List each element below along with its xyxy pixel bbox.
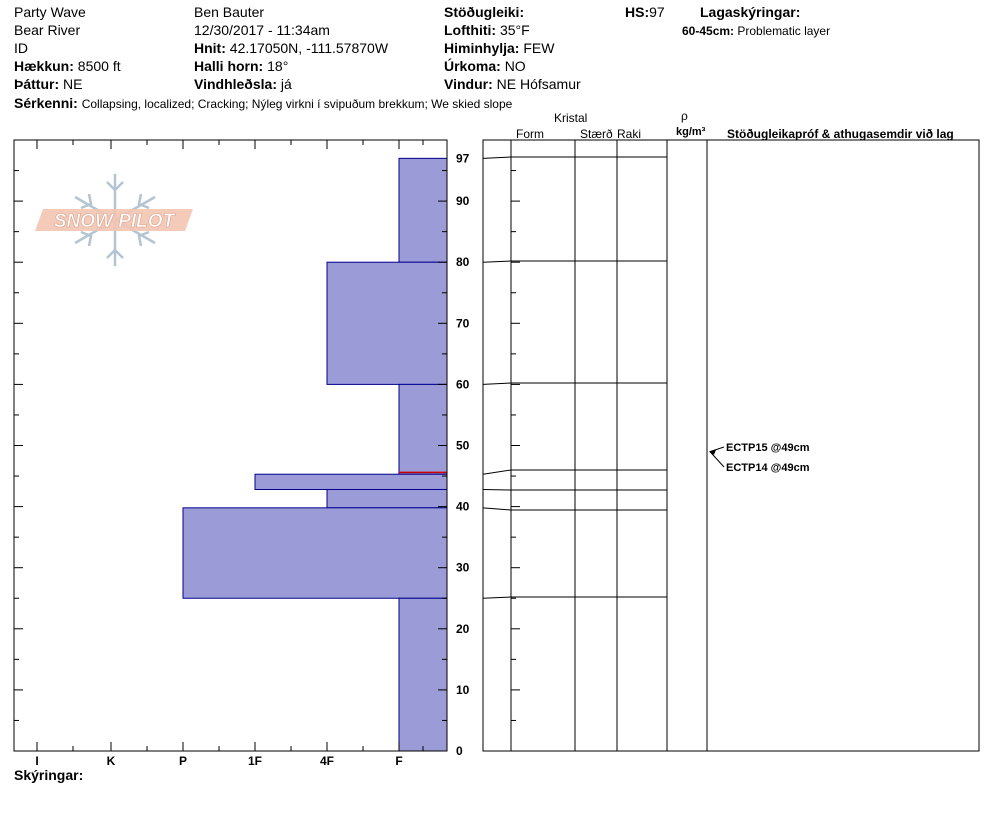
- hardness-tick-label-I: I: [35, 754, 38, 768]
- layer-table-frame: [482, 139, 980, 752]
- elevation-label: Hækkun:: [14, 58, 74, 74]
- layer-notes-text: Problematic layer: [737, 24, 831, 38]
- layer-boundary-row-3: [482, 469, 667, 475]
- hardness-layer-bar-5: [182, 507, 448, 599]
- air-temp-field: Lofthiti: 35°F: [444, 22, 530, 38]
- stability-field: Stöðugleiki:: [444, 4, 524, 20]
- hardness-tick-label-K: K: [107, 754, 116, 768]
- depth-tick-label-80: 80: [456, 255, 470, 269]
- size-header: Stærð: [580, 127, 613, 141]
- layer-notes-entry: 60-45cm: Problematic layer: [682, 23, 830, 39]
- density-unit-header: kg/m³: [676, 126, 706, 138]
- wind-loading-field: Vindhleðsla: já: [194, 76, 292, 92]
- logo-text: SNOW PILOT: [54, 211, 176, 232]
- hardness-tick-label-1F: 1F: [248, 754, 262, 768]
- precip-field: Úrkoma: NO: [444, 58, 526, 74]
- depth-tick-label-40: 40: [456, 500, 470, 514]
- aspect-label: Þáttur:: [14, 76, 60, 92]
- test-label-0: ECTP15 @49cm: [726, 442, 810, 454]
- depth-tick-label-70: 70: [456, 316, 470, 330]
- test-arrowhead-1: [709, 449, 716, 455]
- sky-field: Himinhylja: FEW: [444, 40, 554, 56]
- wind-value: NE Hófsamur: [496, 76, 581, 92]
- form-header: Form: [516, 127, 544, 141]
- hardness-layer-bar-3: [254, 473, 448, 490]
- precip-label: Úrkoma:: [444, 58, 501, 74]
- layer-notes-label: Lagaskýringar:: [700, 4, 801, 20]
- layer-boundary-row-5: [482, 507, 667, 511]
- stability-tests: ECTP15 @49cm ECTP14 @49cm: [709, 442, 810, 474]
- slope-label: Halli horn:: [194, 58, 264, 74]
- features-value: Collapsing, localized; Cracking; Nýleg v…: [81, 97, 513, 111]
- elevation-value: 8500 ft: [77, 58, 121, 74]
- depth-tick-label-20: 20: [456, 622, 470, 636]
- test-label-1: ECTP14 @49cm: [726, 462, 810, 474]
- features-field: Sérkenni: Collapsing, localized; Crackin…: [14, 95, 512, 112]
- snowpilot-logo: SNOW PILOT: [35, 174, 193, 266]
- table-depth-ticks: [511, 139, 520, 752]
- coordinates-value: 42.17050N, -111.57870W: [229, 40, 389, 56]
- hs-field: HS:97: [625, 4, 665, 20]
- aspect-field: Þáttur: NE: [14, 76, 82, 92]
- depth-tick-label-0: 0: [456, 744, 463, 758]
- features-label: Sérkenni:: [14, 95, 78, 111]
- layer-boundary-row-2: [482, 382, 667, 385]
- depth-tick-label-50: 50: [456, 439, 470, 453]
- hardness-tick-label-F: F: [395, 754, 402, 768]
- stability-label: Stöðugleiki:: [444, 4, 525, 20]
- location-range: Bear River: [14, 22, 81, 38]
- wind-label: Vindur:: [444, 76, 493, 92]
- hardness-axis: I K P 1F 4F F: [35, 140, 424, 768]
- footer-notes-label: Skýringar:: [14, 767, 84, 783]
- slope-value: 18°: [267, 58, 289, 74]
- location-state: ID: [14, 40, 28, 56]
- layer-table: [482, 139, 980, 752]
- hs-label: HS:: [625, 4, 650, 20]
- sky-value: FEW: [523, 40, 555, 56]
- air-temp-label: Lofthiti:: [444, 22, 497, 38]
- layer-boundary-row-4: [482, 488, 667, 491]
- moisture-header: Raki: [617, 127, 642, 141]
- depth-tick-label-30: 30: [456, 561, 470, 575]
- layer-boundary-row-1: [482, 260, 667, 263]
- depth-tick-label-90: 90: [456, 194, 470, 208]
- comments-header: Stöðugleikapróf & athugasemdir við lag: [727, 127, 954, 141]
- hardness-tick-label-P: P: [179, 754, 187, 768]
- hs-value: 97: [649, 4, 665, 20]
- depth-axis: 0 10 20 30 40 50 60 70 80 90 97: [14, 139, 470, 758]
- hardness-layer-bar-2: [398, 383, 448, 475]
- slope-field: Halli horn: 18°: [194, 58, 288, 74]
- sky-label: Himinhylja:: [444, 40, 520, 56]
- depth-tick-label-97: 97: [456, 151, 470, 165]
- coordinates-label: Hnit:: [194, 40, 226, 56]
- observation-datetime: 12/30/2017 - 11:34am: [194, 22, 330, 38]
- aspect-value: NE: [63, 76, 83, 92]
- logo-banner: [35, 209, 193, 231]
- crystal-header: Kristal: [554, 111, 588, 125]
- depth-tick-label-10: 10: [456, 683, 470, 697]
- coordinates-field: Hnit: 42.17050N, -111.57870W: [194, 40, 388, 56]
- location-name: Party Wave: [14, 4, 86, 20]
- observer-name: Ben Bauter: [194, 4, 265, 20]
- hardness-layer-bar-0: [398, 157, 448, 263]
- hardness-layer-bar-6: [398, 597, 448, 752]
- layer-notes-range: 60-45cm:: [682, 24, 735, 38]
- layer-boundary-row-0: [482, 156, 667, 159]
- layer-row-lines: [482, 156, 667, 599]
- layer-boundary-row-6: [482, 596, 667, 599]
- depth-tick-label-60: 60: [456, 377, 470, 391]
- wind-loading-value: já: [280, 76, 292, 92]
- elevation-field: Hækkun: 8500 ft: [14, 58, 121, 74]
- hardness-layers: [182, 157, 448, 752]
- hardness-tick-label-4F: 4F: [320, 754, 334, 768]
- wind-field: Vindur: NE Hófsamur: [444, 76, 581, 92]
- air-temp-value: 35°F: [499, 22, 530, 38]
- precip-value: NO: [504, 58, 526, 74]
- hardness-layer-bar-4: [326, 488, 448, 509]
- wind-loading-label: Vindhleðsla:: [194, 76, 277, 92]
- rho-header: ρ: [681, 109, 688, 123]
- test-leader-line-1: [709, 451, 725, 468]
- hardness-layer-bar-1: [326, 261, 448, 385]
